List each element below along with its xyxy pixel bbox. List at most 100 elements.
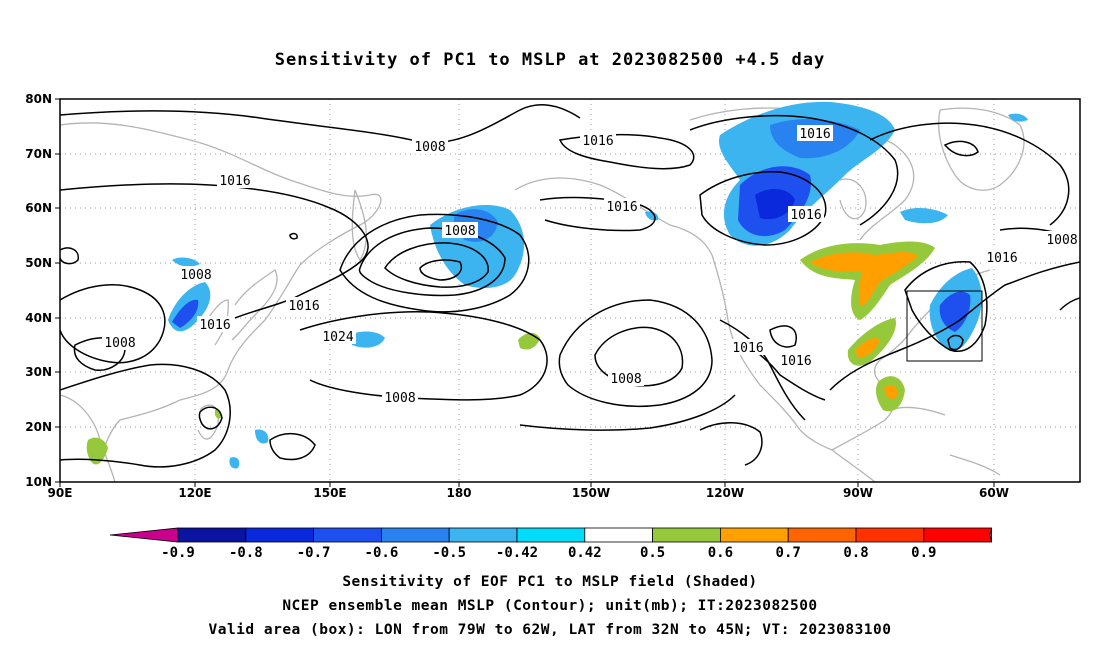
colorbar-label: 0.9 <box>911 545 936 561</box>
coast-south-america <box>949 454 1001 476</box>
colorbar-label: 0.8 <box>843 545 868 561</box>
lon-label: 120W <box>706 486 744 500</box>
colorbar: -0.9 -0.8 -0.7 -0.6 -0.5 -0.42 0.42 0.5 0.6 0.7 0.… <box>109 527 992 561</box>
colorbar-label: 0.5 <box>640 545 665 561</box>
lat-label: 50N <box>25 256 52 270</box>
contour-label: 1016 <box>799 127 830 142</box>
contour-line <box>558 299 713 408</box>
map-frame <box>59 98 1081 483</box>
contour-line <box>558 133 695 170</box>
contour-line <box>869 122 1070 226</box>
colorbar-label: 0.6 <box>708 545 733 561</box>
pos-patch-indochina <box>86 437 108 465</box>
lon-label: 90E <box>48 486 73 500</box>
contour-label: 1024 <box>322 330 353 345</box>
contour-label: 1016 <box>790 208 821 223</box>
colorbar-segment <box>177 527 247 543</box>
lon-label: 180 <box>446 486 471 500</box>
contour-line <box>419 259 462 281</box>
chart-title: Sensitivity of PC1 to MSLP at 2023082500… <box>274 50 826 70</box>
contour-label: 1016 <box>199 318 230 333</box>
coast-central-america <box>831 449 876 482</box>
contour-label: 1016 <box>219 174 250 189</box>
colorbar-label: -0.6 <box>365 545 399 561</box>
valid-area-box <box>906 290 983 362</box>
lon-label: 120E <box>178 486 211 500</box>
lat-label: 70N <box>25 147 52 161</box>
contour-label: 1016 <box>780 354 811 369</box>
lon-label: 90W <box>843 486 873 500</box>
contour-label: 1008 <box>444 224 475 239</box>
contour-label: 1008 <box>384 391 415 406</box>
coast-hudson <box>839 178 867 220</box>
lat-label: 60N <box>25 201 52 215</box>
colorbar-segment <box>720 527 789 543</box>
colorbar-label: 0.42 <box>568 545 602 561</box>
contour-label: 1008 <box>414 140 445 155</box>
contour-label: 1016 <box>986 251 1017 266</box>
colorbar-segment <box>855 527 925 543</box>
contour-line <box>539 196 656 232</box>
lon-label: 150W <box>572 486 610 500</box>
contour-line <box>689 114 899 226</box>
contour-line <box>198 406 223 430</box>
contour-line <box>60 284 166 364</box>
contour-labels: 1008 1016 1016 1016 1008 1016 1016 1008 1016 1008… <box>102 125 1080 406</box>
contour-line <box>699 171 827 246</box>
neg-patch-small-2 <box>900 208 948 224</box>
contour-line <box>829 261 1080 391</box>
contour-line <box>699 422 763 466</box>
pos-patch-southeast-core <box>855 338 880 358</box>
contour-line <box>384 242 489 288</box>
contour-label: 1016 <box>288 299 319 314</box>
coast-na-west <box>711 254 833 451</box>
caption-line-3: Valid area (box): LON from 79W to 62W, L… <box>208 622 892 638</box>
colorbar-segment <box>516 527 586 543</box>
colorbar-segment <box>787 527 857 543</box>
colorbar-segment <box>652 527 721 543</box>
contour-line <box>339 213 530 313</box>
contour-line <box>60 247 79 265</box>
pos-patch-florida-core <box>884 384 898 400</box>
colorbar-label: -0.8 <box>229 545 263 561</box>
contour-line <box>947 334 964 351</box>
contour-line <box>943 140 979 157</box>
latitude-labels: 80N 70N 60N 50N 40N 30N 20N 10N <box>25 92 60 489</box>
contour-line <box>358 227 506 297</box>
lat-label: 30N <box>25 365 52 379</box>
caption-line-2: NCEP ensemble mean MSLP (Contour); unit(… <box>282 598 818 614</box>
colorbar-label: -0.42 <box>496 545 538 561</box>
contour-line <box>519 394 736 431</box>
contour-label: 1008 <box>1046 233 1077 248</box>
colorbar-segment <box>380 527 450 543</box>
caption-line-1: Sensitivity of EOF PC1 to MSLP field (Sh… <box>342 574 758 590</box>
colorbar-segment <box>109 527 179 543</box>
colorbar-label: 0.7 <box>776 545 801 561</box>
pos-patch-greatlakes-core <box>810 252 918 306</box>
contour-line <box>60 183 369 319</box>
contour-label: 1016 <box>606 200 637 215</box>
colorbar-segment <box>989 527 992 543</box>
colorbar-label: -0.5 <box>432 545 466 561</box>
lat-label: 80N <box>25 92 52 106</box>
contour-label: 1008 <box>180 268 211 283</box>
contour-label: 1016 <box>732 341 763 356</box>
neg-patch-small-1 <box>350 331 385 348</box>
coast-asia-east <box>60 122 382 461</box>
lon-label: 150E <box>313 486 346 500</box>
colorbar-segment <box>245 527 315 543</box>
contour-line <box>289 232 298 240</box>
longitude-labels: 90E 120E 150E 180 150W 120W 90W 60W <box>48 482 1009 500</box>
neg-patch-east-coast-core <box>939 291 971 332</box>
contour-line <box>269 433 316 461</box>
map-gridlines <box>60 99 1080 482</box>
colorbar-segment <box>448 527 518 543</box>
colorbar-label: -0.7 <box>297 545 331 561</box>
neg-patch-small-5 <box>172 257 200 267</box>
neg-patch-small-3 <box>255 429 269 444</box>
lat-label: 40N <box>25 311 52 325</box>
coast-japan <box>231 269 278 341</box>
neg-patch-small-7 <box>229 457 240 469</box>
colorbar-label: -0.9 <box>161 545 195 561</box>
